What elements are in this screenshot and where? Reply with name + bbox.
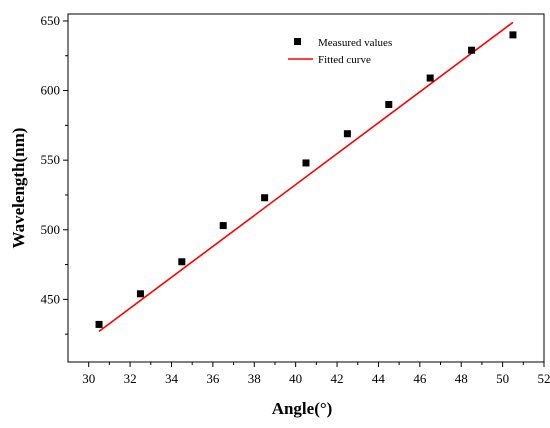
y-tick-label: 600 — [41, 83, 61, 98]
legend: Measured values Fitted curve — [288, 37, 392, 66]
y-tick-label: 450 — [41, 291, 61, 306]
data-point-measured — [426, 74, 434, 82]
x-tick-label: 38 — [248, 371, 261, 386]
x-tick-label: 34 — [165, 371, 179, 386]
data-point-measured — [468, 46, 476, 54]
data-point-measured — [302, 159, 310, 167]
y-tick-label: 550 — [41, 152, 61, 167]
data-point-measured — [178, 258, 186, 266]
x-tick-label: 46 — [413, 371, 427, 386]
x-tick-label: 42 — [331, 371, 344, 386]
x-tick-label: 44 — [372, 371, 386, 386]
x-tick-label: 52 — [538, 371, 550, 386]
y-tick-label: 650 — [41, 13, 61, 28]
data-point-measured — [385, 100, 393, 108]
legend-label-measured: Measured values — [318, 37, 392, 49]
x-tick-label: 32 — [124, 371, 137, 386]
data-point-measured — [261, 194, 269, 202]
data-point-measured — [219, 222, 227, 230]
x-tick-label: 40 — [289, 371, 302, 386]
fitted-curve-line — [98, 21, 514, 333]
x-tick-label: 48 — [455, 371, 468, 386]
data-point-measured — [343, 130, 351, 138]
data-point-measured — [95, 320, 103, 328]
legend-label-fitted: Fitted curve — [318, 54, 371, 66]
x-tick-label: 30 — [82, 371, 95, 386]
x-axis-title: Angle(°) — [272, 399, 333, 418]
x-tick-label: 36 — [206, 371, 220, 386]
plot-frame — [67, 13, 545, 363]
x-tick-label: 50 — [496, 371, 509, 386]
data-point-measured — [509, 31, 517, 39]
legend-marker-measured — [294, 38, 301, 45]
data-point-measured — [136, 290, 144, 298]
y-axis-title: Wavelength(nm) — [9, 128, 28, 249]
y-tick-label: 500 — [41, 222, 61, 237]
